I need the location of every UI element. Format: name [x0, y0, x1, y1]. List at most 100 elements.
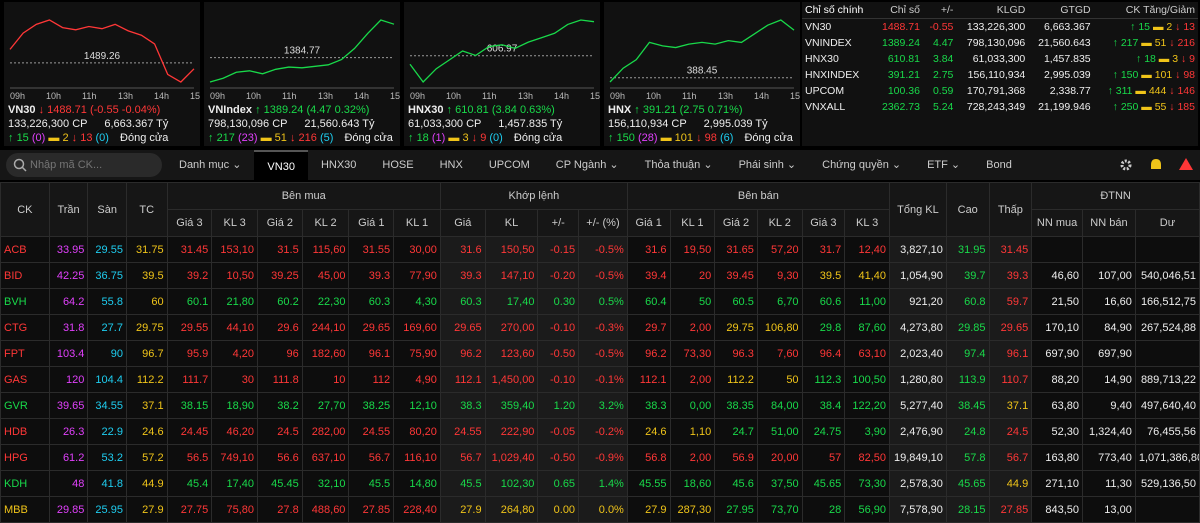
cell: 60.2: [257, 288, 303, 315]
cell: 19,50: [669, 236, 716, 263]
cell: 0.0%: [578, 496, 628, 523]
index-change: 5.24: [932, 101, 954, 113]
cell: -0.5%: [578, 340, 628, 367]
declines: 13: [1175, 21, 1195, 33]
sparkline-chart: 1489.26 09h 10h 11h 13h 14h 15h: [9, 19, 200, 101]
cell: 24.55: [439, 418, 486, 445]
column-header: Thấp: [988, 182, 1033, 237]
column-header: +/-: [537, 209, 580, 237]
stock-row: BVH 64.2 55.8 60 60.1 21,80 60.2 22,30 60.3 4,30 6…: [0, 288, 1200, 315]
column-header: KL 2: [301, 209, 350, 237]
cell: ACB: [0, 236, 50, 263]
cell: 29.55: [87, 236, 127, 263]
stock-row: BID 42.25 36.75 39.5 39.2 10,50 39.25 45,00 39.3…: [0, 262, 1200, 289]
cell: 270,00: [484, 314, 539, 341]
tab[interactable]: HOSE: [382, 159, 414, 171]
tab[interactable]: UPCOM: [488, 159, 530, 171]
market-status: Đóng cửa: [120, 132, 169, 144]
time-label: 14h: [754, 91, 769, 101]
cell: 169,60: [393, 314, 441, 341]
cell: 112.2: [714, 366, 758, 393]
cell: 87,60: [844, 314, 890, 341]
index-change: -0.55: [929, 21, 954, 33]
cell: 115,60: [301, 236, 350, 263]
index-name: HNX30: [805, 53, 839, 65]
sparkline-chart: 1384.77 09h 10h 11h 13h 14h 15h: [209, 19, 400, 101]
cell: [1082, 236, 1136, 263]
breadth: 250 55 185: [1094, 99, 1198, 115]
cell: 56.5: [166, 444, 213, 471]
cell: 38.25: [348, 392, 395, 419]
ceiling-count: (23): [237, 132, 258, 144]
tab[interactable]: Bond: [986, 159, 1012, 171]
group-header: CK Trần Sàn TC Bên mua Khớp lệnh Bên bán Tổng K…: [0, 182, 1200, 237]
cell: 24.45: [166, 418, 213, 445]
breadth: 311 444 146: [1094, 83, 1198, 99]
cell: 773,40: [1082, 444, 1136, 471]
cell: 182,60: [301, 340, 350, 367]
time-label: 13h: [118, 91, 133, 101]
index-name: VNIndex: [208, 104, 253, 116]
cell: 60.3: [439, 288, 486, 315]
cell: 31.7: [801, 236, 846, 263]
cell: 2,476,90: [889, 418, 947, 445]
unchanged: 51: [1141, 37, 1166, 49]
tab[interactable]: Danh mục ⌄: [179, 159, 242, 171]
cell: 39.3: [988, 262, 1033, 289]
search-input[interactable]: [6, 153, 162, 177]
floor-count: (6): [719, 132, 734, 144]
cell: 60.1: [166, 288, 213, 315]
index-line-3: 150 (28) 101 98 (6) Đóng cửa: [608, 132, 793, 144]
cell: 75,90: [393, 340, 441, 367]
cell: 4,273,80: [889, 314, 947, 341]
time-label: 09h: [410, 91, 425, 101]
sparkline-chart: 606.97 09h 10h 11h 13h 14h 15h: [409, 19, 600, 101]
cell: 39.7: [945, 262, 990, 289]
column-header: KL 3: [211, 209, 258, 237]
tab[interactable]: HNX30: [320, 159, 357, 171]
cell: 56.9: [714, 444, 758, 471]
column-header: +/-: [922, 2, 957, 19]
cell: 287,30: [669, 496, 716, 523]
indices-table: Chỉ số chính Chỉ số +/- KLGD GTGD CK Tăng/Giả…: [802, 2, 1198, 115]
cell: 5,277,40: [889, 392, 947, 419]
cell: 13,00: [1082, 496, 1136, 523]
cell: 123,60: [484, 340, 539, 367]
volume: 156,110,934: [967, 69, 1026, 81]
tab[interactable]: CP Ngành ⌄: [555, 159, 619, 171]
cell: 103.4: [48, 340, 89, 367]
cell: [1134, 496, 1200, 523]
tab[interactable]: VN30: [254, 150, 308, 180]
cell: 24.75: [801, 418, 846, 445]
cell: 107,00: [1082, 262, 1136, 289]
cell: 84,00: [756, 392, 803, 419]
cell: 31.45: [988, 236, 1033, 263]
breadth: 18 3 9: [1094, 51, 1198, 67]
header-row: Chỉ số chính Chỉ số +/- KLGD GTGD CK Tăng/Giả…: [802, 2, 1198, 19]
cell: [1134, 236, 1200, 263]
value: 2,995.039: [1043, 69, 1091, 81]
time-label: 14h: [354, 91, 369, 101]
tab[interactable]: Thỏa thuận ⌄: [644, 159, 713, 171]
tab[interactable]: Phái sinh ⌄: [738, 159, 797, 171]
tab[interactable]: HNX: [439, 159, 463, 171]
cell: 46,20: [211, 418, 258, 445]
tab[interactable]: Chứng quyền ⌄: [822, 159, 902, 171]
index-volume: 156,110,934 CP: [608, 118, 687, 130]
cell: 39.5: [801, 262, 846, 289]
cell: 2,00: [669, 444, 716, 471]
cell: 82,50: [844, 444, 890, 471]
cell: 45.5: [439, 470, 486, 497]
cell: 267,524,88: [1134, 314, 1200, 341]
cell: 889,713,22: [1134, 366, 1200, 393]
cell: 3,827,10: [889, 236, 947, 263]
cell: 29.75: [714, 314, 758, 341]
cell: 36.75: [87, 262, 127, 289]
cell: 104.4: [87, 366, 127, 393]
breadth: 217 51 216: [1094, 35, 1198, 51]
tab[interactable]: ETF ⌄: [927, 159, 961, 171]
volume: 133,226,300: [966, 21, 1026, 33]
toolbar-icons[interactable]: [1116, 155, 1196, 175]
